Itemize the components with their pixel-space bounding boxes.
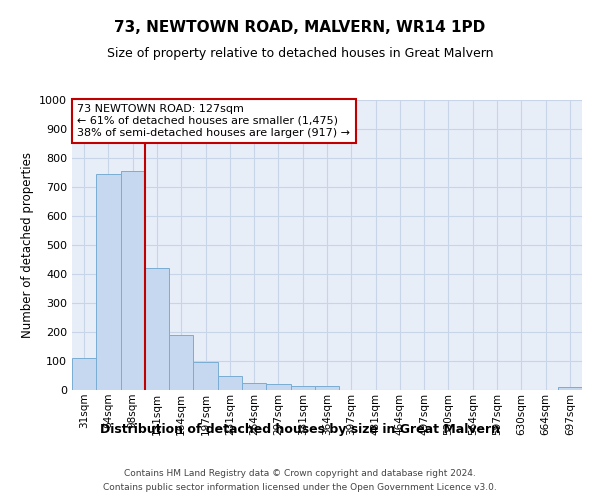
- Bar: [242, 383, 266, 390]
- Bar: [315, 386, 339, 390]
- Text: 73, NEWTOWN ROAD, MALVERN, WR14 1PD: 73, NEWTOWN ROAD, MALVERN, WR14 1PD: [115, 20, 485, 35]
- Bar: [193, 362, 218, 390]
- Bar: [145, 268, 169, 390]
- Bar: [558, 387, 582, 390]
- Text: Size of property relative to detached houses in Great Malvern: Size of property relative to detached ho…: [107, 48, 493, 60]
- Y-axis label: Number of detached properties: Number of detached properties: [20, 152, 34, 338]
- Text: Contains HM Land Registry data © Crown copyright and database right 2024.: Contains HM Land Registry data © Crown c…: [124, 468, 476, 477]
- Text: Contains public sector information licensed under the Open Government Licence v3: Contains public sector information licen…: [103, 484, 497, 492]
- Bar: [72, 358, 96, 390]
- Text: Distribution of detached houses by size in Great Malvern: Distribution of detached houses by size …: [100, 422, 500, 436]
- Bar: [266, 384, 290, 390]
- Text: 73 NEWTOWN ROAD: 127sqm
← 61% of detached houses are smaller (1,475)
38% of semi: 73 NEWTOWN ROAD: 127sqm ← 61% of detache…: [77, 104, 350, 138]
- Bar: [169, 335, 193, 390]
- Bar: [218, 376, 242, 390]
- Bar: [121, 171, 145, 390]
- Bar: [96, 174, 121, 390]
- Bar: [290, 386, 315, 390]
